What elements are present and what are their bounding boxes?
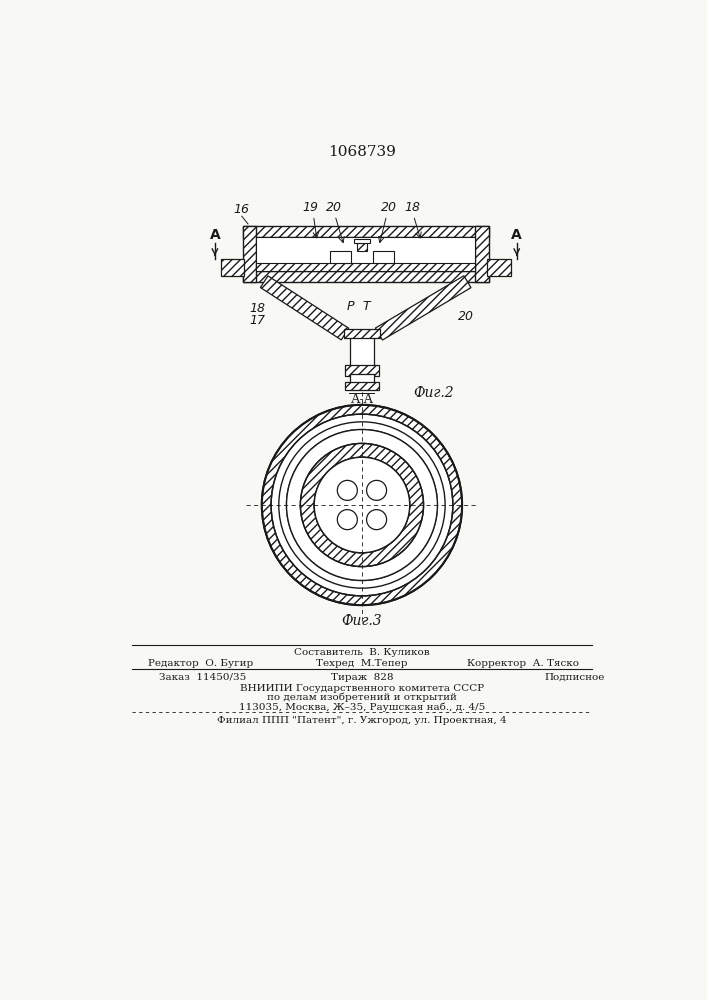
Text: 20: 20 — [458, 310, 474, 323]
Circle shape — [366, 480, 387, 500]
Text: по делам изобретений и открытий: по делам изобретений и открытий — [267, 693, 457, 702]
Polygon shape — [375, 276, 471, 340]
Bar — [475, 226, 489, 282]
Text: 16: 16 — [234, 203, 250, 216]
Text: Филиал ППП "Патент", г. Ужгород, ул. Проектная, 4: Филиал ППП "Патент", г. Ужгород, ул. Про… — [217, 716, 507, 725]
Circle shape — [366, 510, 387, 530]
Bar — [221, 259, 244, 276]
Polygon shape — [260, 276, 349, 340]
Bar — [350, 334, 374, 369]
Text: Подписное: Подписное — [544, 673, 604, 682]
Text: 17: 17 — [250, 314, 266, 327]
Bar — [357, 243, 366, 251]
Bar — [329, 251, 351, 263]
Text: Корректор  А. Тяско: Корректор А. Тяско — [467, 659, 579, 668]
Text: Техред  М.Тепер: Техред М.Тепер — [316, 659, 408, 668]
Bar — [243, 226, 257, 282]
Circle shape — [286, 430, 438, 580]
Bar — [354, 239, 370, 243]
Bar — [350, 374, 374, 383]
Text: Р: Р — [346, 300, 354, 313]
Text: 20: 20 — [325, 201, 341, 214]
Text: Редактор  О. Бугир: Редактор О. Бугир — [148, 659, 253, 668]
Bar — [345, 382, 379, 389]
Circle shape — [286, 430, 438, 580]
Circle shape — [279, 422, 445, 588]
Circle shape — [337, 510, 357, 530]
Text: Т: Т — [362, 300, 370, 313]
Circle shape — [314, 457, 409, 553]
Bar — [243, 271, 489, 282]
Text: ВНИИПИ Государственного комитета СССР: ВНИИПИ Государственного комитета СССР — [240, 684, 484, 693]
Bar — [345, 365, 379, 376]
Text: Заказ  11450/35: Заказ 11450/35 — [160, 673, 247, 682]
Text: Фиг.2: Фиг.2 — [414, 386, 454, 400]
Text: 18: 18 — [250, 302, 266, 315]
Bar — [373, 251, 395, 263]
Text: А-А: А-А — [351, 393, 373, 406]
Wedge shape — [262, 405, 462, 605]
Bar — [243, 226, 489, 237]
Text: 20: 20 — [381, 201, 397, 214]
Bar — [257, 263, 475, 271]
Text: 1068739: 1068739 — [328, 145, 396, 159]
Bar — [344, 329, 380, 338]
Circle shape — [337, 480, 357, 500]
Bar — [257, 237, 475, 271]
Text: А: А — [511, 228, 522, 242]
Text: Фиг.3: Фиг.3 — [341, 614, 382, 628]
Text: 113035, Москва, Ж–35, Раушская наб., д. 4/5: 113035, Москва, Ж–35, Раушская наб., д. … — [239, 702, 485, 712]
Text: 19: 19 — [303, 201, 318, 214]
Bar — [487, 259, 510, 276]
Circle shape — [262, 405, 462, 605]
Text: А: А — [209, 228, 221, 242]
Text: Тираж  828: Тираж 828 — [331, 673, 393, 682]
Text: 18: 18 — [404, 201, 420, 214]
Text: Составитель  В. Куликов: Составитель В. Куликов — [294, 648, 430, 657]
